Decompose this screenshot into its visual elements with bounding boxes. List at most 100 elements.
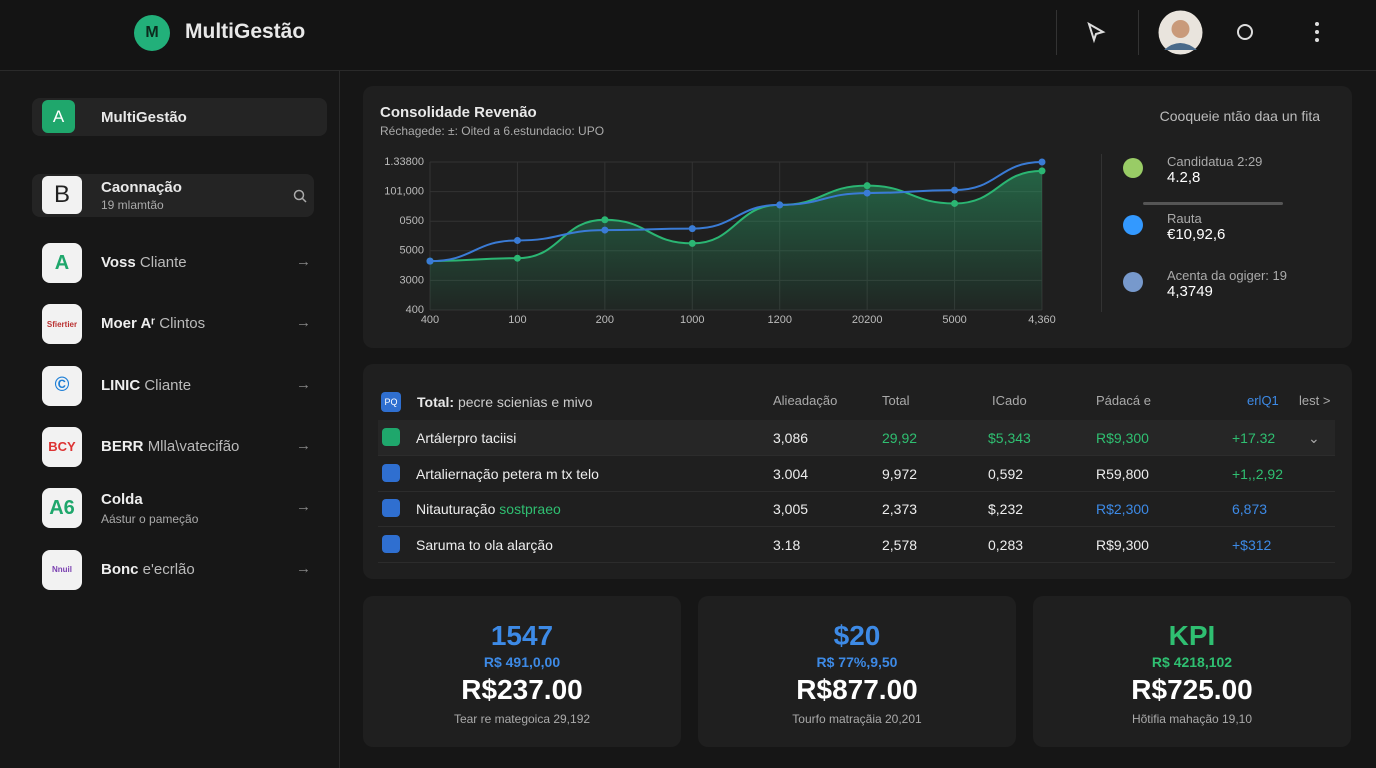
client-icon: ©: [42, 365, 82, 406]
client-item[interactable]: A Voss Cliante →: [0, 243, 339, 303]
client-suffix: e'ecrlão: [142, 560, 195, 578]
row-name-text: Artálerpro taciisi: [416, 430, 517, 446]
search-icon[interactable]: [293, 189, 307, 203]
client-item[interactable]: BCY BERR Mlla\vatecifão →: [0, 426, 339, 487]
kpi-sub: R$ 77%,9,50: [816, 654, 898, 670]
arrow[interactable]: →: [296, 314, 311, 332]
divider: [1056, 10, 1057, 55]
kpi-note: Tourfo matraçãia 20,201: [792, 712, 922, 726]
point: [513, 236, 521, 244]
column-header[interactable]: lest >: [1299, 393, 1331, 408]
kpi-headline: 1547: [490, 620, 554, 651]
client-icon: BCY: [42, 426, 82, 467]
nav-label: MultiGestão: [101, 109, 187, 126]
column-header: Alieadação: [773, 393, 838, 408]
arrow[interactable]: →: [296, 375, 311, 393]
row-cell: R$9,300: [1096, 536, 1149, 553]
row-cell: 9,972: [882, 465, 918, 482]
row-cell: $,232: [988, 501, 1024, 517]
stat-label: Rauta: [1167, 211, 1202, 226]
point: [601, 226, 609, 234]
series-line: [429, 169, 1043, 263]
point: [863, 182, 871, 190]
nav-icon: A: [42, 100, 75, 133]
table-title: pecre scienias e mivo: [457, 394, 593, 410]
progress: [1143, 202, 1283, 205]
x-tick-label: 5000: [942, 314, 966, 326]
table-row[interactable]: Saruma to ola alarção 3.18 2,578 0,283 R$9,3…: [378, 527, 1335, 563]
table-row[interactable]: Artaliernação petera m tx telo 3.004 9,972…: [378, 456, 1335, 492]
row-cell: 3.004: [773, 465, 809, 482]
row-name-text: Nitauturação: [416, 501, 496, 517]
chart-note[interactable]: Cooqueie ntão daa un fita: [1159, 108, 1320, 124]
client-item[interactable]: Nnuil Bonc e'ecrlão →: [0, 549, 339, 610]
sidebar: A MultiGestão B Caonnação 19 mlamtão A Vo…: [0, 71, 340, 768]
x-tick-label: 4,360: [1028, 314, 1056, 326]
table-icon: PQ: [381, 392, 401, 412]
expand-icon[interactable]: ⌄: [1308, 430, 1320, 446]
arrow[interactable]: →: [296, 436, 311, 454]
logo[interactable]: M: [134, 15, 170, 51]
arrow[interactable]: →: [296, 253, 311, 270]
brand: MultiGestão: [185, 20, 306, 43]
row-cell: +$312: [1232, 536, 1272, 553]
kpi-sub: R$ 4218,102: [1151, 654, 1233, 670]
row-cell: 2,578: [882, 536, 918, 553]
point: [601, 216, 609, 224]
client-item[interactable]: A6 Colda Aástur o pameção →: [0, 488, 339, 548]
settings-icon[interactable]: [1234, 21, 1256, 43]
row-icon: [382, 463, 400, 482]
y-tick-label: 101,000: [384, 186, 424, 198]
row-tag: sostpraeo: [499, 501, 561, 517]
client-item[interactable]: © LINIC Cliante →: [0, 365, 339, 426]
kpi-sub: R$ 491,0,00: [483, 654, 561, 670]
row-cell: 29,92: [882, 430, 918, 446]
row-name: Nitauturação sostpraeo: [416, 501, 561, 517]
row-cell: 6,873: [1232, 501, 1268, 517]
row-cell: R$9,300: [1096, 430, 1149, 446]
kpi-headline: $20: [833, 620, 881, 651]
arrow[interactable]: →: [296, 498, 311, 516]
nav-top[interactable]: A MultiGestão: [32, 98, 327, 136]
point: [951, 199, 959, 207]
header: M MultiGestão: [0, 0, 1376, 71]
point: [688, 239, 696, 247]
client-name-bold: Colda: [101, 491, 143, 509]
point: [863, 189, 871, 197]
table-row[interactable]: Nitauturação sostpraeo 3,005 2,373 $,232 R$2…: [378, 491, 1335, 527]
row-icon: [382, 428, 400, 446]
point: [1038, 158, 1046, 166]
stat-icon: [1123, 158, 1143, 178]
row-cell: $5,343: [988, 430, 1031, 446]
notify-icon[interactable]: [1084, 20, 1108, 44]
point: [426, 257, 434, 265]
arrow[interactable]: →: [296, 559, 311, 577]
row-cell: 2,373: [882, 501, 918, 517]
row-cell: 3,005: [773, 501, 809, 517]
search-item[interactable]: B Caonnação 19 mlamtão: [32, 174, 314, 217]
stat-icon: [1123, 215, 1143, 235]
row-name: Artaliernação petera m tx telo: [416, 466, 599, 482]
kpi-note: Tear re mategoica 29,192: [453, 712, 591, 726]
client-name: LINIC Cliante: [101, 377, 191, 394]
y-tick-label: 1.33800: [384, 156, 424, 168]
row-icon: [382, 534, 400, 553]
avatar[interactable]: [1158, 10, 1203, 55]
table-row[interactable]: Artálerpro taciisi 3,086 29,92 $5,343 R$9,30…: [378, 420, 1335, 456]
client-icon: Nnuil: [42, 549, 82, 590]
x-tick-label: 1200: [767, 314, 791, 326]
client-name-bold: LINIC: [101, 376, 141, 394]
table-panel: PQ Total: pecre scienias e mivo: [363, 364, 1352, 579]
menu-icon[interactable]: [1308, 20, 1326, 44]
client-item[interactable]: Sfiertier Moer Aʳ Clintos →: [0, 304, 339, 364]
column-header: Total: [882, 393, 910, 408]
kpi-card: $20 R$ 77%,9,50 R$877.00 Tourfo matraçãia 2…: [698, 596, 1016, 747]
search-title: Caonnação: [101, 179, 182, 196]
x-tick-label: 1000: [680, 314, 704, 326]
row-cell: R$2,300: [1096, 501, 1149, 517]
client-name-bold: Bonc: [101, 560, 139, 578]
row-cell: +17.32: [1232, 430, 1276, 446]
stat-value: 4,3749: [1167, 283, 1213, 300]
client-icon: A6: [42, 488, 82, 529]
kpi-amount: R$877.00: [796, 674, 918, 705]
